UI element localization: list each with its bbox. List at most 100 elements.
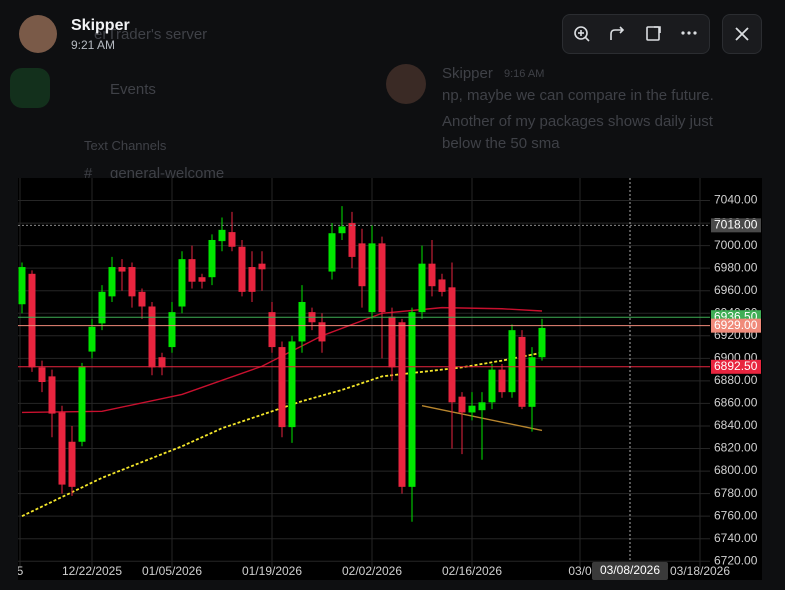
server-icon <box>10 68 50 108</box>
candle-body <box>428 263 436 287</box>
candle-body <box>68 441 76 487</box>
candle-body <box>208 239 216 278</box>
x-tick-label: 03/18/2026 <box>670 564 730 578</box>
candle-body <box>178 259 186 307</box>
channel: general-welcome <box>110 165 225 182</box>
candle-body <box>508 330 516 393</box>
price-label: 7018.00 <box>714 218 758 232</box>
candle-body <box>48 376 56 414</box>
x-tick-label: 03/0 <box>568 564 592 578</box>
candle-body <box>238 246 246 292</box>
candle-body <box>168 312 176 348</box>
candle-body <box>128 267 136 297</box>
user-name: Skipper <box>71 17 130 34</box>
candle-body <box>408 312 416 487</box>
candle-body <box>348 223 356 257</box>
candle-body <box>108 267 116 297</box>
plot-area <box>18 178 710 568</box>
candle-body <box>398 322 406 487</box>
candle-body <box>148 306 156 368</box>
y-tick-label: 6780.00 <box>714 486 758 500</box>
candle-body <box>418 263 426 313</box>
channel-hash: # <box>84 165 93 182</box>
candle-body <box>538 327 546 358</box>
x-tick-label: 01/19/2026 <box>242 564 302 578</box>
candle-body <box>458 396 466 413</box>
avatar[interactable] <box>19 15 57 53</box>
candle-body <box>338 226 346 234</box>
section: Text Channels <box>84 138 167 153</box>
candle-body <box>258 263 266 270</box>
candle-body <box>438 279 446 292</box>
y-tick-label: 6720.00 <box>714 553 758 567</box>
candle-body <box>358 243 366 287</box>
msg-avatar <box>386 64 426 104</box>
candle-body <box>18 267 26 305</box>
candle-body <box>58 412 66 485</box>
candle-body <box>248 267 256 292</box>
y-tick-label: 6740.00 <box>714 531 758 545</box>
candle-body <box>488 369 496 403</box>
y-tick-label: 6820.00 <box>714 441 758 455</box>
candle-body <box>278 347 286 428</box>
msg-author: Skipper <box>442 65 493 82</box>
y-tick-label: 7000.00 <box>714 238 758 252</box>
time: 9:21 AM <box>71 38 116 52</box>
candle-body <box>528 357 536 407</box>
msg-time: 9:16 AM <box>504 68 545 80</box>
msg-line: below the 50 sma <box>442 135 560 152</box>
candle-body <box>28 273 36 368</box>
candle-body <box>218 229 226 242</box>
chart: 6720.00 6740.00 6760.00 6780.00 6800.00 6820.… <box>18 178 762 580</box>
candle-body <box>318 322 326 342</box>
candle-body <box>328 233 336 272</box>
candle-body <box>478 402 486 411</box>
y-tick-label: 6880.00 <box>714 373 758 387</box>
x-tick-label: 12/22/2025 <box>62 564 122 578</box>
candle-body <box>98 291 106 324</box>
y-tick-label: 6760.00 <box>714 508 758 522</box>
candle-body <box>118 267 126 272</box>
msg-line: Another of my packages shows daily just <box>442 113 713 130</box>
candle-body <box>268 312 276 348</box>
x-tick-label: 5 <box>18 564 24 578</box>
y-tick-label: 7040.00 <box>714 193 758 207</box>
candle-body <box>288 341 296 428</box>
x-tick-label: 01/05/2026 <box>142 564 202 578</box>
open-button[interactable] <box>646 26 661 41</box>
price-label-box <box>711 359 761 374</box>
candle-body <box>468 405 476 413</box>
candle-body <box>228 232 236 247</box>
candle-body <box>368 243 376 313</box>
server-name: erTrader's server <box>94 26 208 43</box>
candle-body <box>518 336 526 407</box>
candle-body <box>188 259 196 282</box>
candle-body <box>38 367 46 383</box>
close-icon <box>735 27 749 41</box>
x-tick-label: 02/16/2026 <box>442 564 502 578</box>
more-button[interactable] <box>681 31 697 35</box>
x-tick-label: 02/02/2026 <box>342 564 402 578</box>
candle-body <box>88 326 96 352</box>
y-tick-label: 6800.00 <box>714 463 758 477</box>
crosshair-label: 03/08/2026 <box>600 563 660 577</box>
close-button[interactable] <box>722 14 762 54</box>
price-label: 6929.00 <box>714 318 758 332</box>
price-label-box <box>711 318 761 333</box>
toolbar <box>562 14 710 54</box>
price-label-box <box>711 218 761 233</box>
y-tick-label: 6840.00 <box>714 418 758 432</box>
candle-body <box>198 277 206 282</box>
price-label: 6892.50 <box>714 359 758 373</box>
msg-line: np, maybe we can compare in the future. <box>442 87 714 104</box>
forward-button[interactable] <box>610 26 625 40</box>
candle-body <box>498 369 506 393</box>
candle-body <box>158 357 166 368</box>
toolbar-icons <box>574 26 697 42</box>
candle-body <box>448 287 456 403</box>
events: Events <box>110 81 156 98</box>
y-tick-label: 6980.00 <box>714 260 758 274</box>
y-tick-label: 6860.00 <box>714 396 758 410</box>
zoom-button[interactable] <box>574 26 590 42</box>
